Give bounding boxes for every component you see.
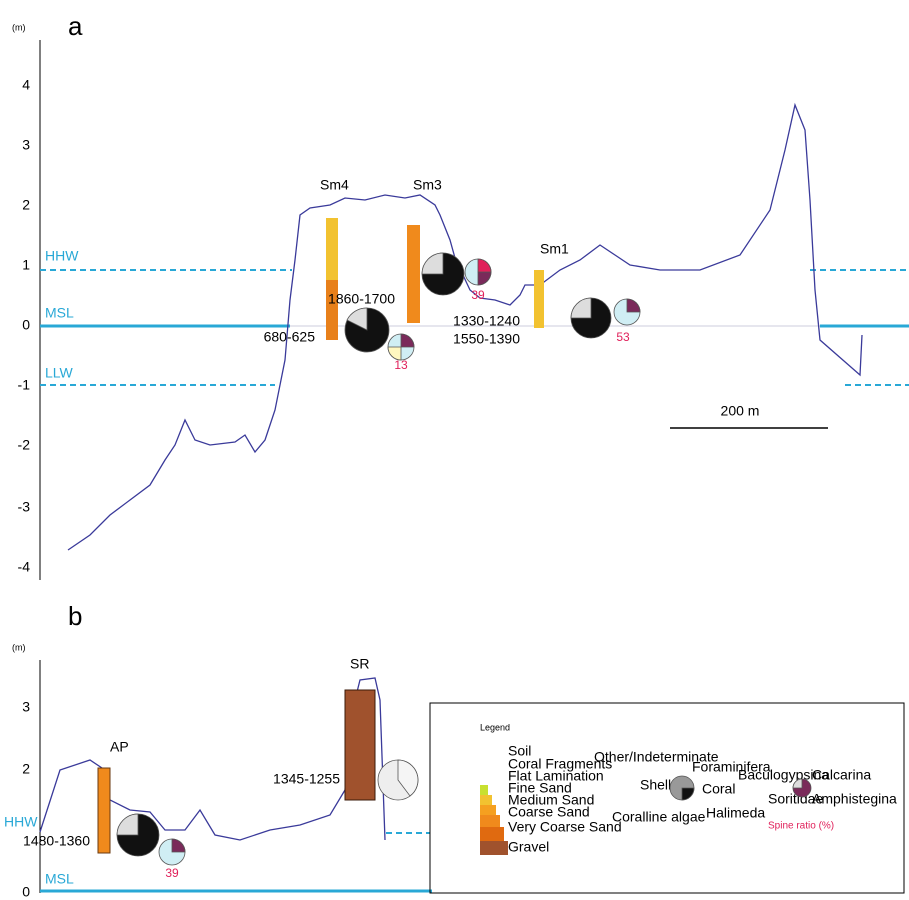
spine-ratio: 13 bbox=[394, 358, 408, 372]
core bbox=[534, 270, 544, 328]
site-label: AP bbox=[110, 739, 129, 755]
age-label: 1860-1700 bbox=[328, 291, 395, 307]
legend-title: Legend bbox=[480, 722, 510, 732]
site-label: Sm3 bbox=[413, 177, 442, 193]
unit-label: (m) bbox=[12, 642, 26, 652]
y-tick-label: 1 bbox=[22, 257, 30, 273]
site-label: Sm1 bbox=[540, 241, 569, 257]
level-label: MSL bbox=[45, 305, 74, 321]
legend-item: Shell bbox=[640, 777, 671, 793]
y-tick-label: 0 bbox=[22, 884, 30, 900]
site-label: SR bbox=[350, 656, 369, 672]
legend-item: Coralline algae bbox=[612, 809, 706, 825]
legend-swatch bbox=[480, 827, 504, 841]
spine-ratio: 39 bbox=[165, 866, 179, 880]
y-tick-label: 3 bbox=[22, 137, 30, 153]
y-tick-label: 2 bbox=[22, 761, 30, 777]
y-tick-label: 3 bbox=[22, 699, 30, 715]
panel-label: a bbox=[68, 11, 83, 41]
site-label: Sm4 bbox=[320, 177, 349, 193]
panel-label: b bbox=[68, 601, 82, 631]
level-label: MSL bbox=[45, 871, 74, 887]
level-label: LLW bbox=[45, 365, 74, 381]
y-tick-label: -1 bbox=[18, 377, 31, 393]
legend-item: Calcarina bbox=[812, 767, 871, 783]
unit-label: (m) bbox=[12, 22, 26, 32]
age-label: 1330-1240 bbox=[453, 313, 520, 329]
legend-swatch bbox=[480, 815, 500, 827]
y-tick-label: -2 bbox=[18, 437, 31, 453]
age-label: 1480-1360 bbox=[23, 833, 90, 849]
spine-ratio: 39 bbox=[471, 288, 485, 302]
level-label: HHW bbox=[4, 814, 38, 830]
legend-item: Spine ratio (%) bbox=[768, 821, 834, 832]
scale-label: 200 m bbox=[721, 403, 760, 419]
legend-swatch bbox=[480, 805, 496, 815]
y-tick-label: 4 bbox=[22, 77, 30, 93]
figure: a (m) 4 3 2 1 0 -1 -2 -3 -4 HHW MSL LLW … bbox=[0, 0, 909, 900]
core bbox=[326, 280, 338, 340]
profile bbox=[40, 678, 385, 840]
age-label: 680-625 bbox=[264, 329, 316, 345]
core bbox=[326, 218, 338, 280]
level-label: HHW bbox=[45, 248, 79, 264]
core bbox=[98, 768, 110, 853]
legend-item: Gravel bbox=[508, 839, 549, 855]
y-tick-label: 2 bbox=[22, 197, 30, 213]
legend-item: Coarse Sand bbox=[508, 804, 590, 820]
age-label: 1550-1390 bbox=[453, 331, 520, 347]
core bbox=[345, 690, 375, 800]
spine-ratio: 53 bbox=[616, 330, 630, 344]
age-label: 1345-1255 bbox=[273, 771, 340, 787]
legend-swatch bbox=[480, 785, 488, 795]
y-tick-label: -4 bbox=[18, 559, 31, 575]
legend-swatch bbox=[480, 795, 492, 805]
legend-item: Coral bbox=[702, 781, 735, 797]
y-tick-label: -3 bbox=[18, 499, 31, 515]
legend-item: Halimeda bbox=[706, 805, 765, 821]
legend-item: Amphistegina bbox=[812, 791, 897, 807]
y-tick-label: 0 bbox=[22, 317, 30, 333]
core bbox=[407, 225, 420, 323]
legend-item: Very Coarse Sand bbox=[508, 819, 622, 835]
legend-swatch bbox=[480, 841, 508, 855]
